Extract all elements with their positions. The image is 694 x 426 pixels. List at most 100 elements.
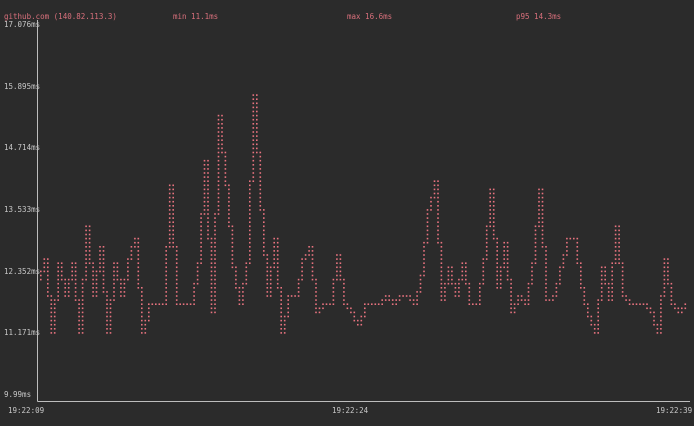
data-point	[510, 311, 512, 314]
data-point	[618, 237, 620, 240]
data-point	[611, 299, 613, 301]
data-point	[203, 172, 206, 174]
data-point	[391, 299, 394, 301]
data-point	[482, 270, 485, 273]
data-point	[339, 266, 342, 269]
data-point	[252, 127, 255, 129]
data-point	[541, 192, 544, 195]
data-point	[576, 241, 579, 244]
data-point	[214, 221, 216, 223]
data-point	[444, 291, 446, 293]
data-point	[249, 213, 251, 215]
data-point	[92, 291, 94, 293]
data-point	[621, 262, 624, 264]
data-point	[81, 278, 84, 281]
data-point	[81, 319, 84, 322]
data-point	[555, 295, 558, 297]
data-point	[458, 278, 460, 281]
data-point	[573, 237, 575, 240]
data-point	[283, 332, 286, 334]
data-point	[465, 270, 467, 273]
data-point	[47, 258, 49, 260]
data-point	[663, 266, 666, 269]
data-point	[541, 200, 544, 203]
data-point	[273, 254, 275, 256]
data-point	[437, 205, 439, 207]
data-point	[57, 282, 59, 285]
data-point	[423, 250, 425, 252]
data-point	[123, 295, 126, 297]
data-point	[447, 282, 450, 285]
y-tick: 9.99ms	[4, 390, 32, 399]
data-point	[78, 307, 80, 310]
data-point	[228, 184, 230, 187]
data-point	[395, 303, 397, 305]
data-point	[587, 311, 589, 314]
data-point	[499, 270, 502, 273]
data-point	[506, 241, 509, 244]
data-point	[81, 307, 84, 310]
data-point	[57, 278, 59, 281]
data-point	[165, 258, 167, 260]
data-point	[53, 328, 56, 330]
data-point	[660, 323, 662, 326]
data-point	[269, 287, 272, 289]
data-point	[583, 299, 586, 301]
data-point	[496, 266, 498, 269]
data-point	[614, 233, 617, 236]
data-point	[71, 262, 73, 264]
data-point	[412, 303, 415, 305]
data-point	[663, 287, 666, 289]
data-point	[217, 123, 220, 125]
data-point	[440, 291, 443, 293]
data-point	[527, 287, 530, 289]
data-point	[242, 303, 244, 305]
data-point	[670, 295, 673, 297]
data-point	[116, 262, 119, 264]
x-tick: 19:22:39	[656, 406, 693, 415]
data-point	[137, 274, 140, 277]
data-point	[53, 315, 56, 318]
data-point	[263, 246, 265, 248]
data-point	[231, 254, 234, 256]
data-point	[85, 266, 87, 269]
data-point	[217, 114, 220, 117]
data-point	[485, 246, 488, 248]
data-point	[249, 237, 251, 240]
data-point	[583, 303, 586, 305]
data-point	[475, 303, 478, 305]
data-point	[141, 307, 143, 310]
data-point	[207, 237, 209, 240]
data-point	[273, 246, 275, 248]
data-point	[228, 205, 230, 207]
data-point	[496, 237, 498, 240]
data-point	[343, 287, 345, 289]
data-point	[276, 254, 279, 256]
data-point	[228, 196, 230, 199]
data-point	[454, 282, 457, 285]
data-point	[276, 282, 279, 285]
data-point	[50, 319, 53, 322]
data-point	[217, 209, 220, 211]
data-point	[148, 303, 150, 305]
data-point	[458, 282, 460, 285]
data-point	[283, 315, 286, 318]
data-point	[99, 262, 101, 264]
data-point	[224, 155, 227, 158]
data-point	[649, 311, 652, 314]
data-point	[106, 315, 108, 318]
data-point	[95, 291, 98, 293]
data-point	[280, 323, 282, 326]
data-point	[559, 270, 561, 273]
data-point	[642, 303, 645, 305]
data-point	[531, 282, 533, 285]
data-point	[614, 246, 617, 248]
data-point	[81, 303, 84, 305]
data-point	[151, 303, 154, 305]
data-point	[660, 319, 662, 322]
data-point	[479, 291, 481, 293]
data-point	[332, 299, 335, 301]
data-point	[74, 262, 77, 264]
data-point	[663, 274, 666, 277]
data-point	[207, 164, 209, 166]
